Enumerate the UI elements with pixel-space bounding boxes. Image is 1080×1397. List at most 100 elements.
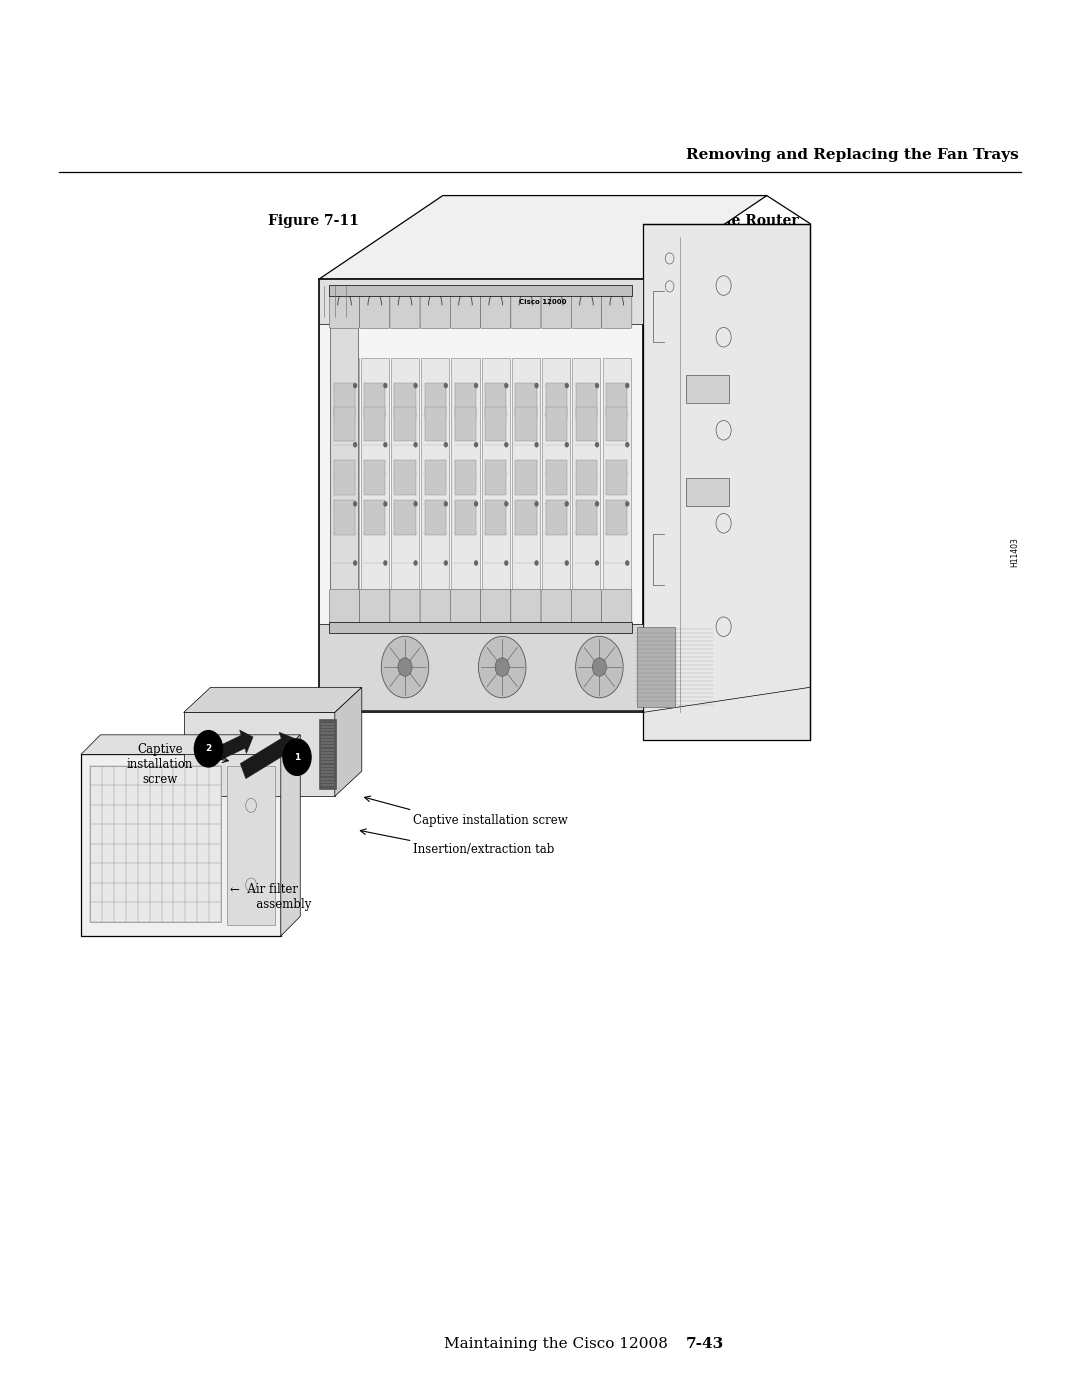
FancyBboxPatch shape: [420, 295, 450, 328]
Circle shape: [504, 560, 509, 566]
Text: H11403: H11403: [1011, 536, 1020, 567]
Bar: [576, 461, 597, 496]
Bar: [485, 383, 507, 419]
Bar: [576, 500, 597, 535]
Bar: [545, 383, 567, 419]
Bar: [606, 500, 627, 535]
Circle shape: [625, 502, 630, 507]
Circle shape: [625, 383, 630, 388]
Bar: [329, 285, 632, 296]
Bar: [391, 358, 419, 591]
Bar: [361, 358, 389, 591]
Polygon shape: [184, 687, 362, 712]
Bar: [455, 407, 476, 441]
Bar: [334, 407, 355, 441]
FancyBboxPatch shape: [686, 374, 729, 402]
Bar: [515, 500, 537, 535]
Bar: [515, 461, 537, 496]
Circle shape: [397, 658, 413, 676]
Circle shape: [444, 383, 448, 388]
Circle shape: [535, 441, 539, 447]
Circle shape: [414, 383, 418, 388]
Polygon shape: [81, 735, 300, 754]
Bar: [330, 358, 359, 591]
Circle shape: [383, 383, 388, 388]
Circle shape: [381, 636, 429, 698]
Circle shape: [565, 383, 569, 388]
Bar: [606, 407, 627, 441]
Bar: [576, 383, 597, 419]
Circle shape: [535, 502, 539, 507]
Bar: [330, 327, 357, 622]
Bar: [542, 358, 570, 591]
Bar: [455, 500, 476, 535]
Circle shape: [565, 441, 569, 447]
Circle shape: [595, 560, 599, 566]
Bar: [515, 383, 537, 419]
Bar: [482, 358, 510, 591]
Circle shape: [565, 502, 569, 507]
FancyBboxPatch shape: [390, 295, 420, 328]
Circle shape: [504, 441, 509, 447]
Text: Maintaining the Cisco 12008: Maintaining the Cisco 12008: [444, 1337, 667, 1351]
Bar: [394, 383, 416, 419]
FancyArrow shape: [203, 731, 253, 767]
Bar: [424, 500, 446, 535]
Circle shape: [595, 383, 599, 388]
Bar: [455, 383, 476, 419]
Bar: [512, 358, 540, 591]
Circle shape: [444, 502, 448, 507]
Circle shape: [535, 560, 539, 566]
Circle shape: [625, 441, 630, 447]
Bar: [394, 500, 416, 535]
Circle shape: [504, 502, 509, 507]
Bar: [394, 461, 416, 496]
FancyBboxPatch shape: [481, 590, 511, 623]
Circle shape: [592, 658, 607, 676]
Bar: [451, 358, 480, 591]
Bar: [394, 407, 416, 441]
Circle shape: [194, 731, 222, 767]
Circle shape: [444, 441, 448, 447]
Text: 1: 1: [294, 753, 300, 761]
Bar: [329, 622, 632, 633]
Bar: [545, 461, 567, 496]
FancyBboxPatch shape: [686, 478, 729, 506]
FancyBboxPatch shape: [571, 590, 602, 623]
Bar: [334, 461, 355, 496]
Text: 2: 2: [205, 745, 212, 753]
Bar: [364, 461, 386, 496]
Bar: [364, 383, 386, 419]
Bar: [319, 279, 643, 712]
Circle shape: [625, 560, 630, 566]
FancyArrow shape: [240, 732, 296, 778]
Circle shape: [595, 441, 599, 447]
Text: Inserting the Card Cage Fan Tray into the Router: Inserting the Card Cage Fan Tray into th…: [414, 214, 798, 228]
Text: 7-43: 7-43: [686, 1337, 724, 1351]
Circle shape: [383, 502, 388, 507]
Bar: [603, 358, 631, 591]
FancyBboxPatch shape: [541, 295, 571, 328]
Circle shape: [353, 502, 357, 507]
Bar: [227, 766, 275, 925]
FancyBboxPatch shape: [329, 590, 360, 623]
Circle shape: [353, 441, 357, 447]
FancyBboxPatch shape: [450, 295, 481, 328]
Bar: [643, 224, 810, 740]
FancyBboxPatch shape: [360, 590, 390, 623]
FancyBboxPatch shape: [571, 295, 602, 328]
Circle shape: [383, 441, 388, 447]
Circle shape: [535, 383, 539, 388]
Bar: [572, 358, 600, 591]
Circle shape: [474, 383, 478, 388]
Bar: [606, 461, 627, 496]
Circle shape: [414, 560, 418, 566]
Bar: [606, 383, 627, 419]
Bar: [81, 754, 281, 936]
Circle shape: [444, 560, 448, 566]
Circle shape: [576, 636, 623, 698]
Text: Captive
installation
screw: Captive installation screw: [126, 743, 193, 787]
FancyBboxPatch shape: [541, 590, 571, 623]
Bar: [319, 279, 643, 324]
Circle shape: [474, 441, 478, 447]
